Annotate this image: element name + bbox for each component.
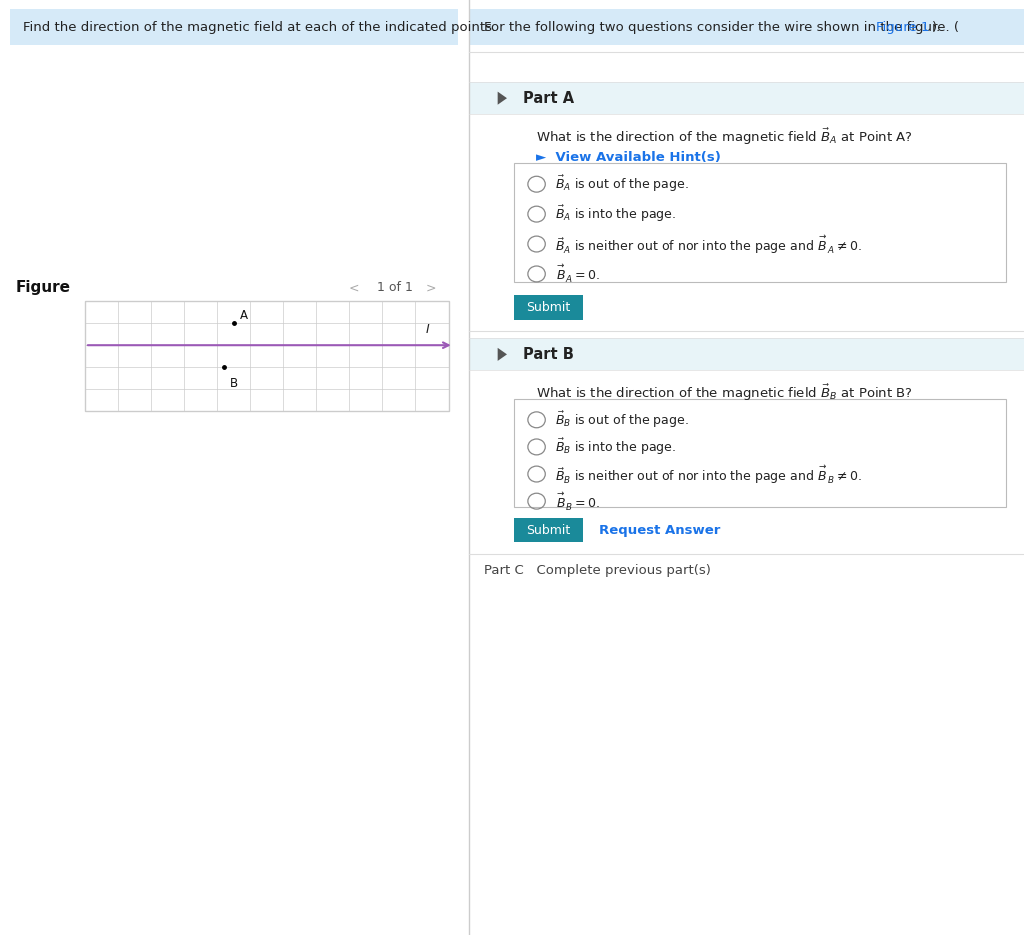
Text: $\overset{\rightarrow}{B}_B = 0$.: $\overset{\rightarrow}{B}_B = 0$. (555, 490, 600, 512)
Text: $\vec{B}_B$ is out of the page.: $\vec{B}_B$ is out of the page. (555, 410, 689, 430)
Text: <: < (348, 281, 358, 295)
FancyBboxPatch shape (469, 9, 1024, 45)
Text: For the following two questions consider the wire shown in the figure. (: For the following two questions consider… (484, 21, 959, 34)
Text: >: > (426, 281, 436, 295)
Text: Figure 1: Figure 1 (876, 21, 929, 34)
FancyBboxPatch shape (469, 82, 1024, 114)
Text: What is the direction of the magnetic field $\vec{B}_B$ at Point B?: What is the direction of the magnetic fi… (536, 382, 912, 403)
Text: Submit: Submit (526, 524, 570, 537)
Text: What is the direction of the magnetic field $\vec{B}_A$ at Point A?: What is the direction of the magnetic fi… (536, 126, 912, 147)
FancyBboxPatch shape (85, 301, 449, 411)
Text: $\vec{B}_B$ is neither out of nor into the page and $\overset{\rightarrow}{B}_B : $\vec{B}_B$ is neither out of nor into t… (555, 462, 862, 486)
FancyBboxPatch shape (10, 9, 458, 45)
Polygon shape (498, 92, 507, 105)
Text: Part C   Complete previous part(s): Part C Complete previous part(s) (484, 564, 712, 577)
Text: A: A (240, 309, 248, 323)
Text: Figure: Figure (15, 280, 71, 295)
Text: $\vec{B}_A$ is neither out of nor into the page and $\overset{\rightarrow}{B}_A : $\vec{B}_A$ is neither out of nor into t… (555, 232, 862, 256)
Text: $\vec{B}_A$ is into the page.: $\vec{B}_A$ is into the page. (555, 204, 676, 224)
Text: ►  View Available Hint(s): ► View Available Hint(s) (536, 151, 721, 164)
Text: ).: ). (932, 21, 941, 34)
FancyBboxPatch shape (514, 295, 583, 320)
Text: Request Answer: Request Answer (599, 524, 721, 537)
Text: Part B: Part B (523, 347, 574, 362)
Text: 1 of 1: 1 of 1 (377, 281, 413, 295)
FancyBboxPatch shape (469, 338, 1024, 370)
Text: Find the direction of the magnetic field at each of the indicated points.: Find the direction of the magnetic field… (23, 21, 496, 34)
Text: B: B (230, 377, 238, 390)
FancyBboxPatch shape (514, 399, 1006, 507)
FancyBboxPatch shape (514, 163, 1006, 282)
FancyBboxPatch shape (514, 518, 583, 542)
Text: $\vec{B}_A$ is out of the page.: $\vec{B}_A$ is out of the page. (555, 174, 689, 194)
Text: $\vec{B}_B$ is into the page.: $\vec{B}_B$ is into the page. (555, 437, 676, 457)
Text: $I$: $I$ (425, 323, 430, 336)
Text: Part A: Part A (523, 91, 574, 106)
Polygon shape (498, 348, 507, 361)
Text: $\overset{\rightarrow}{B}_A = 0$.: $\overset{\rightarrow}{B}_A = 0$. (555, 263, 600, 285)
Text: Submit: Submit (526, 301, 570, 314)
